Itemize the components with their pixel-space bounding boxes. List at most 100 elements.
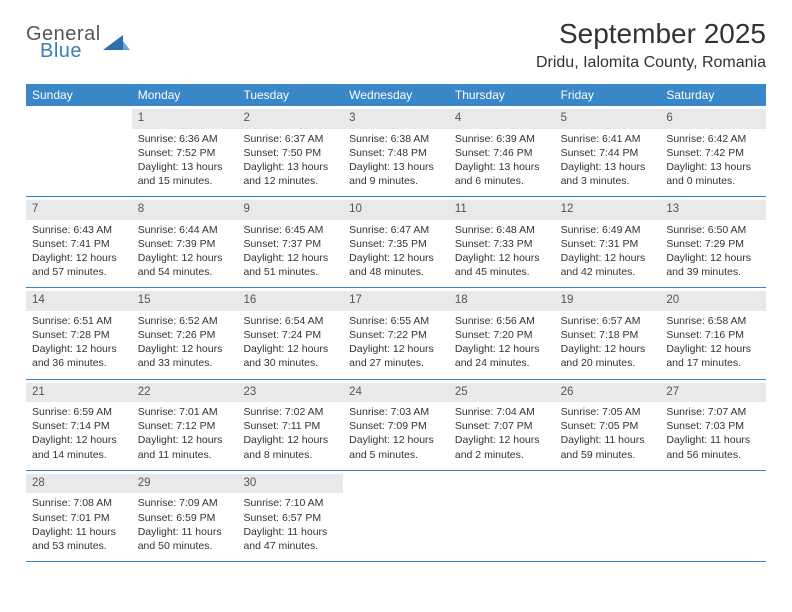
daylight-text: Daylight: 12 hours and 33 minutes. <box>138 342 232 370</box>
logo-triangle-icon <box>103 32 131 54</box>
day-number <box>449 474 555 494</box>
day-cell: 14Sunrise: 6:51 AMSunset: 7:28 PMDayligh… <box>26 288 132 378</box>
sunrise-text: Sunrise: 7:04 AM <box>455 405 549 419</box>
day-number: 27 <box>660 383 766 403</box>
day-number: 6 <box>660 109 766 129</box>
day-cell: 2Sunrise: 6:37 AMSunset: 7:50 PMDaylight… <box>237 106 343 196</box>
daylight-text: Daylight: 12 hours and 27 minutes. <box>349 342 443 370</box>
day-cell: 3Sunrise: 6:38 AMSunset: 7:48 PMDaylight… <box>343 106 449 196</box>
sunrise-text: Sunrise: 7:08 AM <box>32 496 126 510</box>
day-cell: 21Sunrise: 6:59 AMSunset: 7:14 PMDayligh… <box>26 380 132 470</box>
day-cell: 23Sunrise: 7:02 AMSunset: 7:11 PMDayligh… <box>237 380 343 470</box>
sunrise-text: Sunrise: 6:52 AM <box>138 314 232 328</box>
day-number: 9 <box>237 200 343 220</box>
day-number: 13 <box>660 200 766 220</box>
sunset-text: Sunset: 7:20 PM <box>455 328 549 342</box>
day-cell: 22Sunrise: 7:01 AMSunset: 7:12 PMDayligh… <box>132 380 238 470</box>
sunset-text: Sunset: 7:29 PM <box>666 237 760 251</box>
daylight-text: Daylight: 12 hours and 30 minutes. <box>243 342 337 370</box>
day-number: 28 <box>26 474 132 494</box>
daylight-text: Daylight: 12 hours and 14 minutes. <box>32 433 126 461</box>
sunrise-text: Sunrise: 6:36 AM <box>138 132 232 146</box>
sunrise-text: Sunrise: 6:58 AM <box>666 314 760 328</box>
sunrise-text: Sunrise: 6:44 AM <box>138 223 232 237</box>
sunrise-text: Sunrise: 6:41 AM <box>561 132 655 146</box>
day-cell: 6Sunrise: 6:42 AMSunset: 7:42 PMDaylight… <box>660 106 766 196</box>
day-cell: 20Sunrise: 6:58 AMSunset: 7:16 PMDayligh… <box>660 288 766 378</box>
daylight-text: Daylight: 12 hours and 57 minutes. <box>32 251 126 279</box>
day-number: 12 <box>555 200 661 220</box>
day-cell: 28Sunrise: 7:08 AMSunset: 7:01 PMDayligh… <box>26 471 132 561</box>
day-cell: 5Sunrise: 6:41 AMSunset: 7:44 PMDaylight… <box>555 106 661 196</box>
sunrise-text: Sunrise: 6:56 AM <box>455 314 549 328</box>
sunset-text: Sunset: 6:57 PM <box>243 511 337 525</box>
daylight-text: Daylight: 12 hours and 51 minutes. <box>243 251 337 279</box>
day-cell <box>449 471 555 561</box>
day-number: 15 <box>132 291 238 311</box>
sunset-text: Sunset: 7:26 PM <box>138 328 232 342</box>
day-cell: 7Sunrise: 6:43 AMSunset: 7:41 PMDaylight… <box>26 197 132 287</box>
sunset-text: Sunset: 7:18 PM <box>561 328 655 342</box>
sunrise-text: Sunrise: 7:05 AM <box>561 405 655 419</box>
daylight-text: Daylight: 12 hours and 36 minutes. <box>32 342 126 370</box>
weekday-header: Saturday <box>660 84 766 106</box>
sunrise-text: Sunrise: 7:07 AM <box>666 405 760 419</box>
daylight-text: Daylight: 12 hours and 54 minutes. <box>138 251 232 279</box>
sunset-text: Sunset: 7:03 PM <box>666 419 760 433</box>
week-row: 1Sunrise: 6:36 AMSunset: 7:52 PMDaylight… <box>26 106 766 197</box>
calendar: Sunday Monday Tuesday Wednesday Thursday… <box>26 84 766 562</box>
daylight-text: Daylight: 12 hours and 39 minutes. <box>666 251 760 279</box>
daylight-text: Daylight: 12 hours and 5 minutes. <box>349 433 443 461</box>
day-number: 21 <box>26 383 132 403</box>
day-number: 25 <box>449 383 555 403</box>
day-cell: 27Sunrise: 7:07 AMSunset: 7:03 PMDayligh… <box>660 380 766 470</box>
week-row: 14Sunrise: 6:51 AMSunset: 7:28 PMDayligh… <box>26 288 766 379</box>
day-number: 7 <box>26 200 132 220</box>
logo-text: General Blue <box>26 24 101 61</box>
sunset-text: Sunset: 7:31 PM <box>561 237 655 251</box>
day-cell: 25Sunrise: 7:04 AMSunset: 7:07 PMDayligh… <box>449 380 555 470</box>
sunset-text: Sunset: 7:48 PM <box>349 146 443 160</box>
sunset-text: Sunset: 7:50 PM <box>243 146 337 160</box>
day-cell: 26Sunrise: 7:05 AMSunset: 7:05 PMDayligh… <box>555 380 661 470</box>
day-cell: 9Sunrise: 6:45 AMSunset: 7:37 PMDaylight… <box>237 197 343 287</box>
day-cell <box>26 106 132 196</box>
sunrise-text: Sunrise: 7:01 AM <box>138 405 232 419</box>
daylight-text: Daylight: 11 hours and 47 minutes. <box>243 525 337 553</box>
weekday-header: Friday <box>555 84 661 106</box>
sunrise-text: Sunrise: 7:09 AM <box>138 496 232 510</box>
sunset-text: Sunset: 7:35 PM <box>349 237 443 251</box>
sunset-text: Sunset: 7:07 PM <box>455 419 549 433</box>
day-cell <box>660 471 766 561</box>
day-cell: 24Sunrise: 7:03 AMSunset: 7:09 PMDayligh… <box>343 380 449 470</box>
sunset-text: Sunset: 7:39 PM <box>138 237 232 251</box>
sunrise-text: Sunrise: 6:49 AM <box>561 223 655 237</box>
day-cell: 18Sunrise: 6:56 AMSunset: 7:20 PMDayligh… <box>449 288 555 378</box>
daylight-text: Daylight: 12 hours and 17 minutes. <box>666 342 760 370</box>
day-number: 2 <box>237 109 343 129</box>
daylight-text: Daylight: 12 hours and 20 minutes. <box>561 342 655 370</box>
daylight-text: Daylight: 11 hours and 59 minutes. <box>561 433 655 461</box>
header: General Blue September 2025 Dridu, Ialom… <box>26 18 766 72</box>
sunset-text: Sunset: 7:44 PM <box>561 146 655 160</box>
daylight-text: Daylight: 12 hours and 42 minutes. <box>561 251 655 279</box>
day-number: 10 <box>343 200 449 220</box>
sunrise-text: Sunrise: 6:50 AM <box>666 223 760 237</box>
sunset-text: Sunset: 7:16 PM <box>666 328 760 342</box>
day-cell: 15 Sunrise: 6:52 AMSunset: 7:26 PMDayligh… <box>132 288 238 378</box>
sunset-text: Sunset: 7:28 PM <box>32 328 126 342</box>
day-cell: 19Sunrise: 6:57 AMSunset: 7:18 PMDayligh… <box>555 288 661 378</box>
day-cell: 17Sunrise: 6:55 AMSunset: 7:22 PMDayligh… <box>343 288 449 378</box>
day-number: 5 <box>555 109 661 129</box>
day-number: 29 <box>132 474 238 494</box>
title-block: September 2025 Dridu, Ialomita County, R… <box>536 18 766 72</box>
sunrise-text: Sunrise: 6:43 AM <box>32 223 126 237</box>
sunrise-text: Sunrise: 6:42 AM <box>666 132 760 146</box>
sunset-text: Sunset: 7:37 PM <box>243 237 337 251</box>
sunset-text: Sunset: 7:09 PM <box>349 419 443 433</box>
day-number: 18 <box>449 291 555 311</box>
daylight-text: Daylight: 11 hours and 50 minutes. <box>138 525 232 553</box>
daylight-text: Daylight: 12 hours and 8 minutes. <box>243 433 337 461</box>
sunrise-text: Sunrise: 7:03 AM <box>349 405 443 419</box>
sunset-text: Sunset: 7:52 PM <box>138 146 232 160</box>
